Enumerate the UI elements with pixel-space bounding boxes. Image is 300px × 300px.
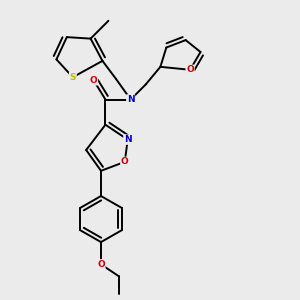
Text: S: S <box>70 73 76 82</box>
Text: O: O <box>90 76 98 85</box>
Text: O: O <box>97 260 105 269</box>
Text: N: N <box>127 95 134 104</box>
Text: O: O <box>121 158 129 166</box>
Text: O: O <box>186 65 194 74</box>
Text: N: N <box>124 135 131 144</box>
